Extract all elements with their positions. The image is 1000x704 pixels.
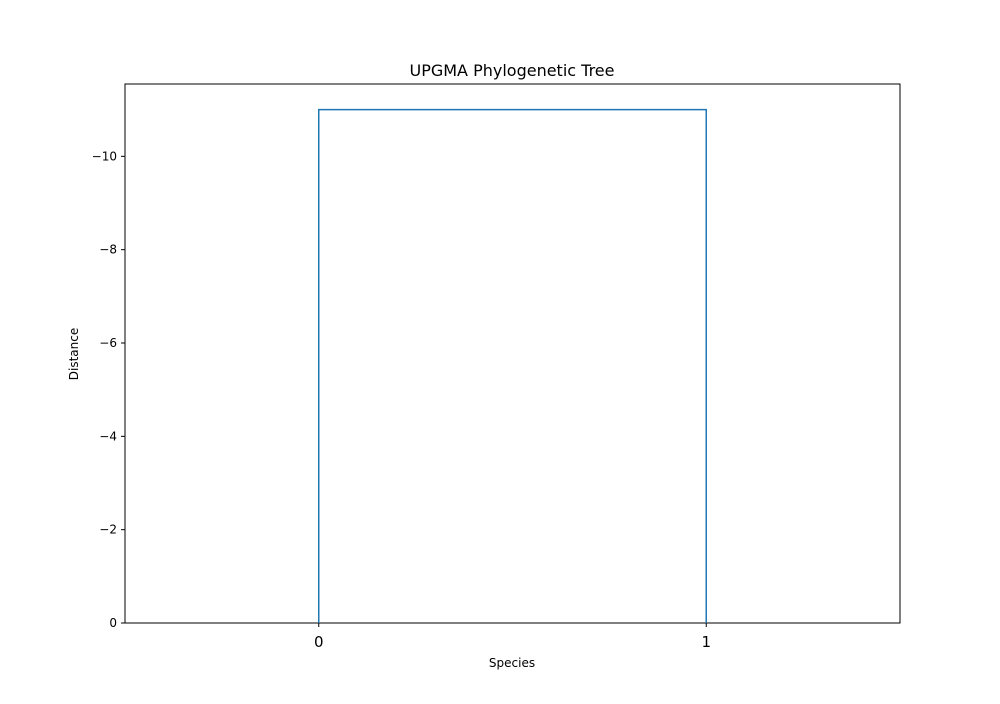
plot-area — [124, 83, 901, 624]
y-tick-label: −4 — [99, 429, 117, 443]
chart-title: UPGMA Phylogenetic Tree — [409, 61, 614, 80]
leaf-label: 1 — [701, 633, 711, 651]
y-tick-label: −8 — [99, 243, 117, 257]
x-axis-label: Species — [489, 656, 535, 670]
leaf-label: 0 — [314, 633, 324, 651]
y-tick-label: −10 — [92, 149, 117, 163]
y-tick-label: 0 — [109, 616, 117, 630]
y-axis-label: Distance — [67, 328, 81, 380]
y-tick-label: −6 — [99, 336, 117, 350]
y-axis-ticks: 0 −2 −4 −6 −8 −10 — [92, 149, 125, 630]
dendrogram-links — [318, 108, 707, 623]
dendrogram-link — [318, 108, 707, 623]
y-tick-label: −2 — [99, 523, 117, 537]
